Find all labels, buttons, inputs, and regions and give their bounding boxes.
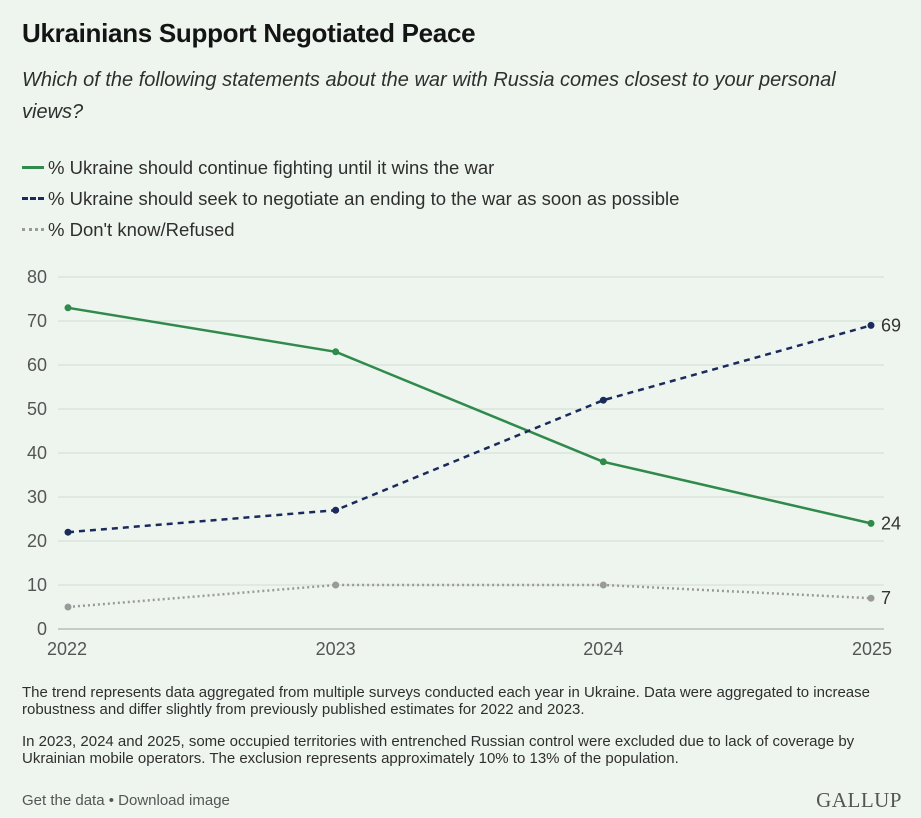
legend-label: % Ukraine should seek to negotiate an en…: [48, 187, 680, 209]
legend: % Ukraine should continue fighting until…: [22, 152, 679, 245]
data-point: [64, 603, 72, 611]
end-value-label: 69: [881, 315, 901, 335]
data-point: [867, 519, 875, 527]
x-tick-label: 2024: [583, 639, 623, 659]
x-tick-label: 2023: [316, 639, 356, 659]
footnote-exclusion: In 2023, 2024 and 2025, some occupied te…: [22, 733, 855, 767]
y-tick-label: 20: [27, 531, 47, 551]
series-line: [67, 324, 872, 534]
y-tick-label: 60: [27, 355, 47, 375]
y-tick-label: 40: [27, 443, 47, 463]
legend-label: % Ukraine should continue fighting until…: [48, 156, 495, 178]
end-value-label: 7: [881, 588, 891, 608]
x-tick-label: 2022: [47, 639, 87, 659]
series-line: [67, 583, 872, 609]
legend-item-continue-fighting: % Ukraine should continue fighting until…: [22, 152, 679, 183]
y-tick-label: 10: [27, 575, 47, 595]
download-image-link[interactable]: Download image: [118, 792, 230, 809]
chart-title: Ukrainians Support Negotiated Peace: [22, 18, 476, 48]
x-tick-label: 2025: [852, 639, 892, 659]
legend-item-negotiate: % Ukraine should seek to negotiate an en…: [22, 183, 679, 214]
data-point: [867, 594, 875, 602]
legend-swatch-solid: [22, 166, 44, 169]
y-tick-label: 80: [27, 267, 47, 287]
legend-label: % Don't know/Refused: [48, 218, 235, 240]
footer-separator: •: [104, 792, 119, 809]
series-line: [67, 306, 872, 525]
data-point: [64, 304, 72, 312]
end-value-label: 24: [881, 513, 901, 533]
gallup-logo: GALLUP: [816, 788, 902, 812]
data-point: [599, 396, 607, 404]
data-point: [599, 458, 607, 466]
data-point: [332, 581, 340, 589]
data-point: [599, 581, 607, 589]
y-tick-label: 50: [27, 399, 47, 419]
data-point: [867, 321, 875, 329]
y-tick-label: 30: [27, 487, 47, 507]
legend-swatch-dotted: [22, 228, 44, 231]
y-tick-label: 0: [37, 619, 47, 639]
data-point: [64, 528, 72, 536]
data-point: [332, 506, 340, 514]
y-tick-label: 70: [27, 311, 47, 331]
line-chart: 0 10 20 30 40 50 60 70 80 2022 2023 2024 2025 24 69 7: [27, 267, 901, 659]
data-point: [332, 348, 340, 356]
chart-subtitle: Which of the following statements about …: [22, 69, 836, 123]
legend-item-dont-know: % Don't know/Refused: [22, 214, 679, 245]
legend-swatch-dashed: [22, 197, 44, 200]
footer-links: Get the data • Download image: [22, 792, 230, 809]
get-data-link[interactable]: Get the data: [22, 792, 105, 809]
footnote-aggregation: The trend represents data aggregated fro…: [22, 684, 870, 718]
